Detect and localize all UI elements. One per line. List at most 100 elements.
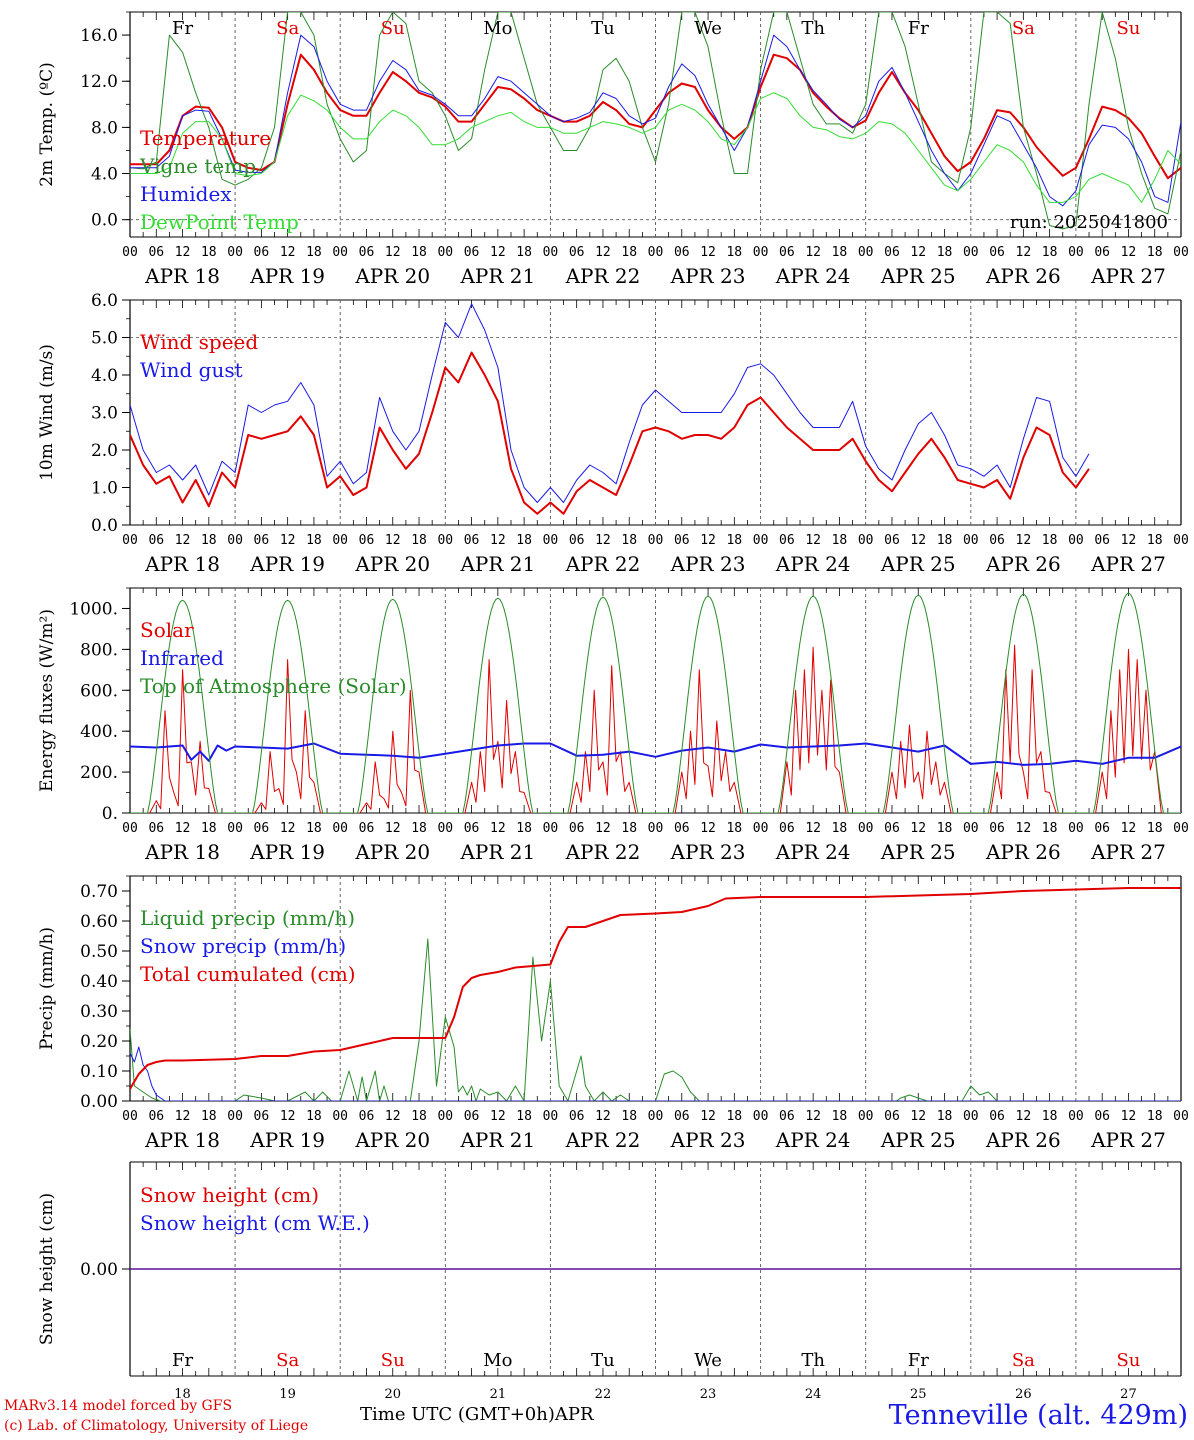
hour-tick-label: 06 (254, 821, 270, 836)
date-label: APR 25 (880, 552, 956, 576)
weekday-label: Sa (276, 1350, 299, 1371)
series-line-humidex (130, 34, 1181, 207)
hour-tick-label: 18 (1147, 1109, 1163, 1124)
series-line-dewpoint-temp (130, 92, 1181, 203)
hour-tick-label: 12 (385, 533, 401, 548)
weekday-label: Sa (1012, 1350, 1035, 1371)
hour-tick-label: 06 (569, 533, 585, 548)
date-label: APR 19 (249, 1128, 325, 1152)
date-label: APR 26 (985, 264, 1061, 288)
date-label: APR 25 (880, 840, 956, 864)
hour-tick-label: 06 (989, 533, 1005, 548)
hour-tick-label: 18 (1042, 1109, 1058, 1124)
hour-tick-label: 12 (280, 245, 296, 260)
series-line-solar (130, 644, 1181, 813)
hour-tick-label: 00 (963, 245, 979, 260)
weekday-label: Th (801, 18, 825, 39)
hour-tick-label: 18 (832, 533, 848, 548)
series-group (130, 887, 1181, 1101)
y-tick-label: 0.00 (80, 1092, 118, 1112)
hour-tick-label: 06 (254, 533, 270, 548)
weekday-label: Sa (1012, 18, 1035, 39)
hour-tick-label: 06 (779, 1109, 795, 1124)
hour-tick-label: 06 (359, 533, 375, 548)
y-axis-title: 2m Temp. (ºC) (37, 62, 57, 187)
hour-tick-label: 00 (122, 821, 138, 836)
hour-tick-label: 18 (621, 533, 637, 548)
hour-tick-label: 12 (280, 1109, 296, 1124)
legend-entry: Solar (140, 618, 194, 642)
panel-wind: 0.0 1.0 2.0 3.0 4.0 5.0 6.0 10m Wind (m/s) Wind … (37, 291, 1189, 576)
weekday-label: Th (801, 1350, 825, 1371)
hour-tick-label: 06 (569, 821, 585, 836)
hour-tick-label: 00 (332, 245, 348, 260)
hour-tick-label: 06 (148, 533, 164, 548)
hour-tick-label: 06 (1094, 245, 1110, 260)
hour-tick-label: 18 (937, 1109, 953, 1124)
hour-tick-label: 12 (280, 821, 296, 836)
hour-tick-label: 00 (858, 821, 874, 836)
weekday-label: Su (1116, 18, 1140, 39)
hour-tick-label: 18 (832, 245, 848, 260)
hour-tick-label: 00 (963, 821, 979, 836)
hour-tick-label: 12 (1016, 1109, 1032, 1124)
date-label: APR 19 (249, 552, 325, 576)
series-line-snow-precip-mm-h- (130, 1046, 1181, 1101)
hour-tick-label: 00 (543, 1109, 559, 1124)
y-tick-label: 6.0 (91, 291, 118, 311)
y-tick-label: 0.60 (80, 912, 118, 932)
hour-tick-label: 12 (595, 821, 611, 836)
hour-tick-label: 06 (148, 821, 164, 836)
weekday-label: Sa (276, 18, 299, 39)
y-tick-label: 0.40 (80, 972, 118, 992)
legend-entry: Snow height (cm) (140, 1183, 319, 1207)
hour-tick-label: 00 (648, 533, 664, 548)
hour-tick-label: 00 (963, 1109, 979, 1124)
day-number-label: 18 (174, 1387, 191, 1402)
station-name: Tenneville (alt. 429m) (888, 1400, 1188, 1431)
hour-tick-label: 00 (753, 821, 769, 836)
run-label: run: 2025041800 (1010, 212, 1168, 233)
time-axis-label: Time UTC (GMT+0h) (360, 1404, 555, 1425)
y-tick-label: 0.50 (80, 942, 118, 962)
hour-tick-label: 12 (490, 1109, 506, 1124)
date-label: APR 27 (1090, 1128, 1166, 1152)
hour-tick-label: 06 (884, 821, 900, 836)
hour-tick-label: 00 (648, 821, 664, 836)
hour-tick-label: 18 (201, 245, 217, 260)
hour-tick-label: 00 (1068, 533, 1084, 548)
date-label: APR 20 (354, 840, 430, 864)
hour-tick-label: 00 (543, 821, 559, 836)
series-group (130, 303, 1090, 515)
hour-tick-label: 12 (1016, 821, 1032, 836)
hour-tick-label: 06 (359, 821, 375, 836)
hour-tick-label: 18 (306, 821, 322, 836)
weekday-label: Mo (483, 1350, 512, 1371)
date-label: APR 18 (144, 552, 220, 576)
hour-tick-label: 00 (858, 533, 874, 548)
hour-tick-label: 00 (1068, 1109, 1084, 1124)
day-number-label: 24 (805, 1387, 822, 1402)
hour-tick-label: 12 (700, 245, 716, 260)
hour-tick-label: 00 (1173, 1109, 1189, 1124)
hour-tick-label: 00 (122, 245, 138, 260)
hour-tick-label: 00 (1173, 821, 1189, 836)
y-tick-label: 0.20 (80, 1032, 118, 1052)
legend-entry: Wind speed (140, 330, 258, 354)
hour-tick-label: 00 (1068, 821, 1084, 836)
y-tick-label: 8.0 (91, 118, 118, 138)
hour-tick-label: 18 (937, 245, 953, 260)
weekday-label: Fr (908, 18, 929, 39)
hour-tick-label: 06 (989, 245, 1005, 260)
hour-tick-label: 12 (1121, 821, 1137, 836)
y-axis-title: Precip (mm/h) (37, 927, 57, 1050)
hour-tick-label: 00 (332, 533, 348, 548)
legend-entry: Temperature (140, 126, 271, 150)
hour-tick-label: 18 (201, 821, 217, 836)
hour-tick-label: 12 (1121, 533, 1137, 548)
hour-tick-label: 12 (175, 821, 191, 836)
date-label: APR 21 (459, 264, 535, 288)
weekday-label: We (694, 1350, 722, 1371)
hour-tick-label: 06 (1094, 1109, 1110, 1124)
legend-entry: Top of Atmosphere (Solar) (140, 674, 407, 698)
